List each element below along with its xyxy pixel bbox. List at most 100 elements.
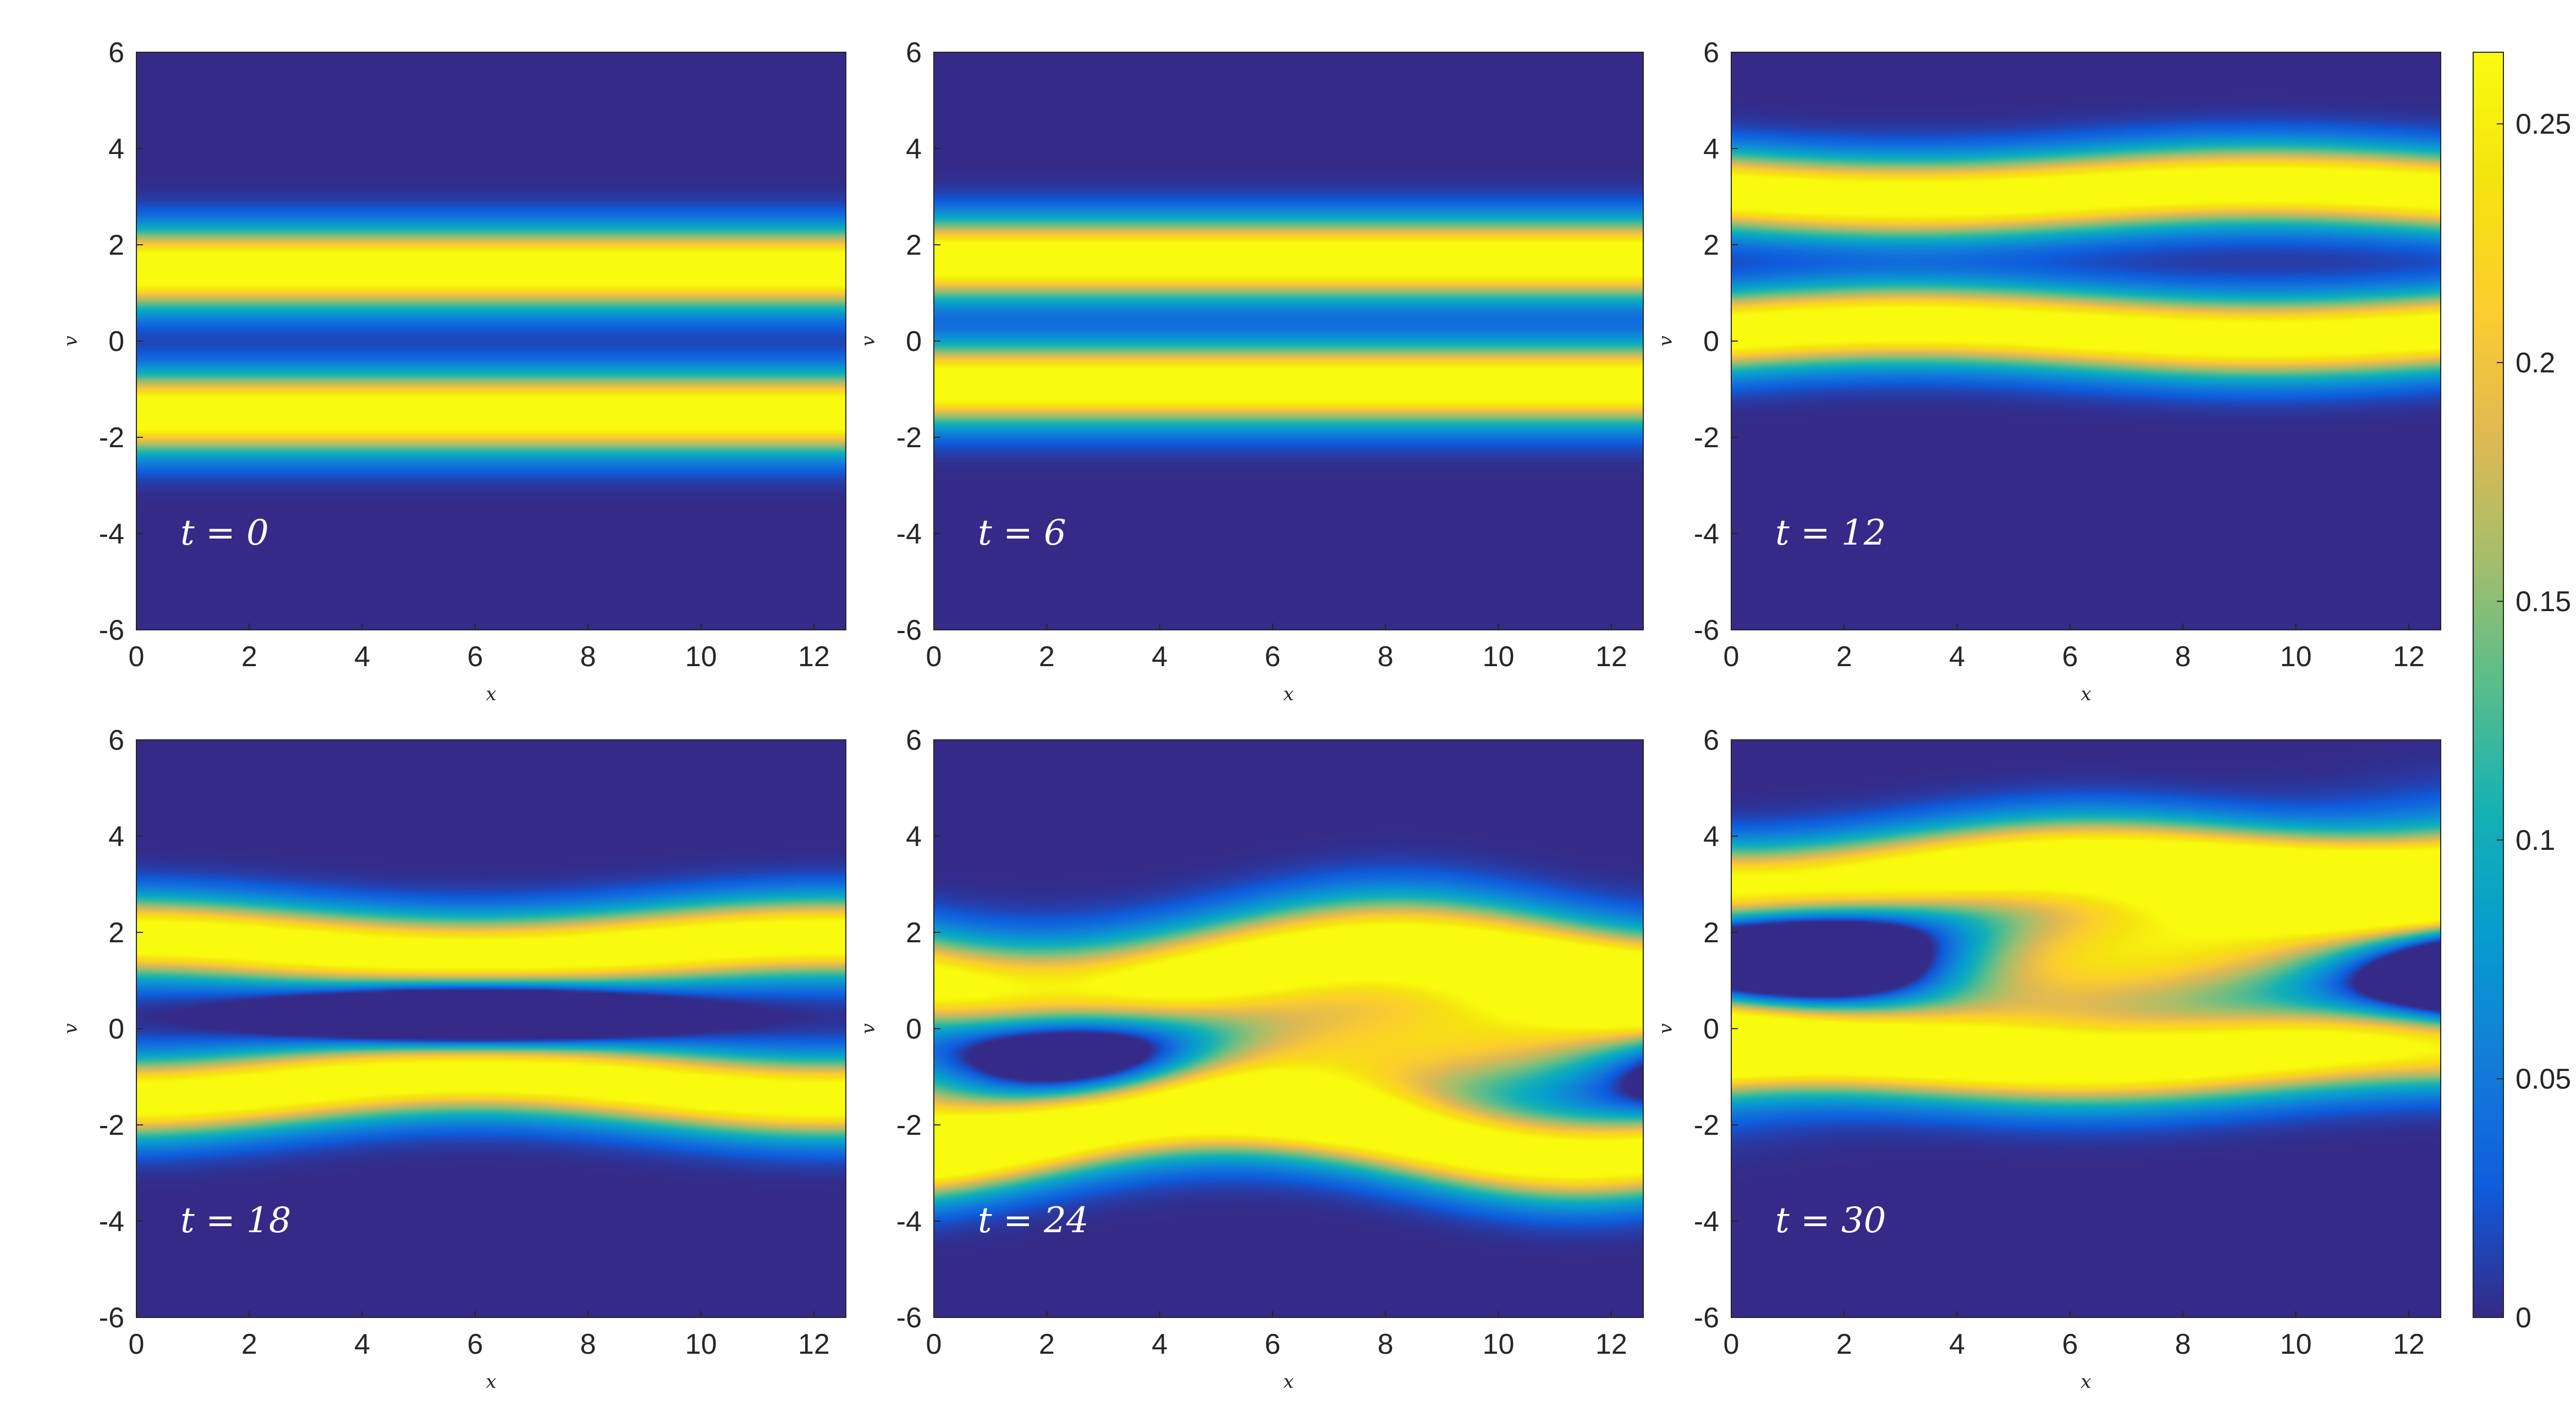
heatmap-image [1731, 740, 2441, 1317]
colorbar-gradient [2473, 52, 2503, 1317]
y-tick-label: 6 [108, 724, 124, 756]
colorbar-tick-label: 0.15 [2516, 586, 2571, 618]
y-tick-label: 2 [906, 229, 922, 261]
x-tick-label: 12 [1595, 1328, 1627, 1360]
y-tick-label: 4 [108, 821, 124, 853]
time-label: t = 6 [978, 513, 1066, 553]
x-tick-label: 0 [1724, 1328, 1740, 1360]
x-tick-label: 10 [685, 1328, 717, 1360]
y-tick-label: -2 [99, 1110, 124, 1141]
y-tick-label: -6 [1694, 1302, 1719, 1334]
y-axis-label: v [1655, 336, 1677, 346]
y-tick-label: 2 [108, 229, 124, 261]
x-tick-label: 6 [467, 641, 483, 673]
x-tick-label: 0 [1724, 641, 1740, 673]
x-tick-label: 8 [1378, 641, 1394, 673]
y-tick-label: -2 [1694, 1110, 1719, 1141]
x-tick-label: 0 [926, 1328, 942, 1360]
x-tick-label: 10 [685, 641, 717, 673]
y-tick-label: 0 [1703, 1013, 1719, 1045]
y-tick-label: -4 [1694, 1206, 1719, 1238]
axes-frame [1731, 52, 2441, 630]
time-label: t = 0 [180, 513, 269, 553]
y-tick-label: 6 [1703, 37, 1719, 69]
y-tick-label: -4 [99, 518, 124, 550]
heatmap-image [934, 740, 1643, 1317]
y-tick-label: 2 [1703, 229, 1719, 261]
x-tick-label: 12 [2393, 1328, 2425, 1360]
y-tick-label: 2 [1703, 917, 1719, 949]
time-label: t = 24 [978, 1200, 1088, 1241]
x-tick-label: 12 [1595, 641, 1627, 673]
colorbar-tick-label: 0 [2516, 1302, 2531, 1334]
y-tick-label: -4 [896, 518, 922, 550]
y-tick-label: -2 [99, 422, 124, 454]
colorbar: 0 0.05 0.1 0.15 0.2 0.25 [2473, 52, 2571, 1334]
x-tick-label: 4 [354, 1328, 370, 1360]
x-tick-label: 10 [2280, 641, 2312, 673]
y-tick-label: 0 [906, 1013, 922, 1045]
y-tick-label: 6 [906, 37, 922, 69]
x-tick-label: 4 [1949, 641, 1965, 673]
y-tick-label: -4 [99, 1206, 124, 1238]
x-tick-label: 4 [1152, 641, 1168, 673]
x-tick-label: 8 [580, 641, 596, 673]
time-label: t = 30 [1775, 1200, 1886, 1241]
x-tick-label: 4 [354, 641, 370, 673]
x-tick-label: 8 [2175, 1328, 2191, 1360]
axes-frame [136, 739, 846, 1318]
y-tick-label: 0 [1703, 326, 1719, 358]
x-tick-label: 10 [1483, 1328, 1515, 1360]
heatmap-image [136, 52, 846, 630]
x-tick-label: 4 [1949, 1328, 1965, 1360]
time-label: t = 18 [180, 1200, 291, 1241]
x-axis-label: x [1283, 683, 1293, 705]
x-axis-label: x [2080, 1371, 2091, 1393]
x-tick-label: 2 [1836, 641, 1852, 673]
x-tick-label: 8 [2175, 641, 2191, 673]
heatmap-image [1731, 52, 2441, 630]
x-tick-label: 2 [1039, 1328, 1055, 1360]
x-tick-label: 12 [2393, 641, 2425, 673]
y-tick-label: 6 [108, 37, 124, 69]
y-tick-label: -6 [99, 1302, 124, 1334]
colorbar-tick-label: 0.05 [2516, 1063, 2571, 1095]
y-tick-label: 4 [108, 133, 124, 165]
colorbar-tick-label: 0.1 [2516, 825, 2555, 856]
x-tick-label: 2 [1836, 1328, 1852, 1360]
y-tick-label: 6 [1703, 724, 1719, 756]
x-tick-label: 0 [129, 641, 145, 673]
axes-frame [1731, 739, 2441, 1318]
colorbar-tick-label: 0.25 [2516, 108, 2571, 140]
x-tick-label: 8 [1378, 1328, 1394, 1360]
x-tick-label: 10 [2280, 1328, 2312, 1360]
colorbar-frame [2473, 52, 2504, 1318]
y-tick-label: -4 [1694, 518, 1719, 550]
x-axis-label: x [1283, 1371, 1293, 1393]
heatmap-image [136, 740, 846, 1317]
y-axis-label: v [1655, 1023, 1677, 1034]
colorbar-tick-label: 0.2 [2516, 347, 2555, 379]
axes-frame [136, 52, 846, 630]
x-tick-label: 6 [2062, 641, 2078, 673]
x-tick-label: 6 [1264, 1328, 1280, 1360]
x-tick-label: 0 [129, 1328, 145, 1360]
y-tick-label: 4 [906, 133, 922, 165]
x-tick-label: 8 [580, 1328, 596, 1360]
y-tick-label: -6 [896, 614, 922, 646]
y-tick-label: 4 [1703, 133, 1719, 165]
y-tick-label: 6 [906, 724, 922, 756]
y-tick-label: -6 [99, 614, 124, 646]
y-tick-label: 4 [1703, 821, 1719, 853]
y-tick-label: 2 [906, 917, 922, 949]
y-axis-label: v [60, 336, 82, 346]
y-axis-label: v [857, 1023, 879, 1034]
x-tick-label: 6 [1264, 641, 1280, 673]
